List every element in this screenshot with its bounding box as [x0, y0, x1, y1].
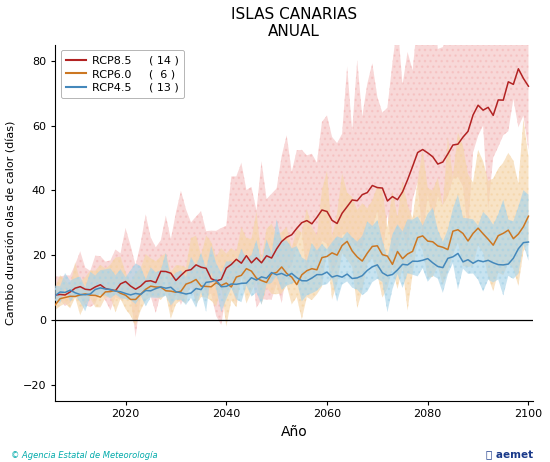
X-axis label: Año: Año	[281, 425, 307, 439]
Y-axis label: Cambio duración olas de calor (días): Cambio duración olas de calor (días)	[7, 121, 17, 325]
Title: ISLAS CANARIAS
ANUAL: ISLAS CANARIAS ANUAL	[231, 7, 358, 39]
Legend: RCP8.5     ( 14 ), RCP6.0     (  6 ), RCP4.5     ( 13 ): RCP8.5 ( 14 ), RCP6.0 ( 6 ), RCP4.5 ( 13…	[60, 50, 184, 98]
Text: Ⓛ aemet: Ⓛ aemet	[486, 450, 534, 460]
Text: © Agencia Estatal de Meteorología: © Agencia Estatal de Meteorología	[11, 451, 158, 460]
